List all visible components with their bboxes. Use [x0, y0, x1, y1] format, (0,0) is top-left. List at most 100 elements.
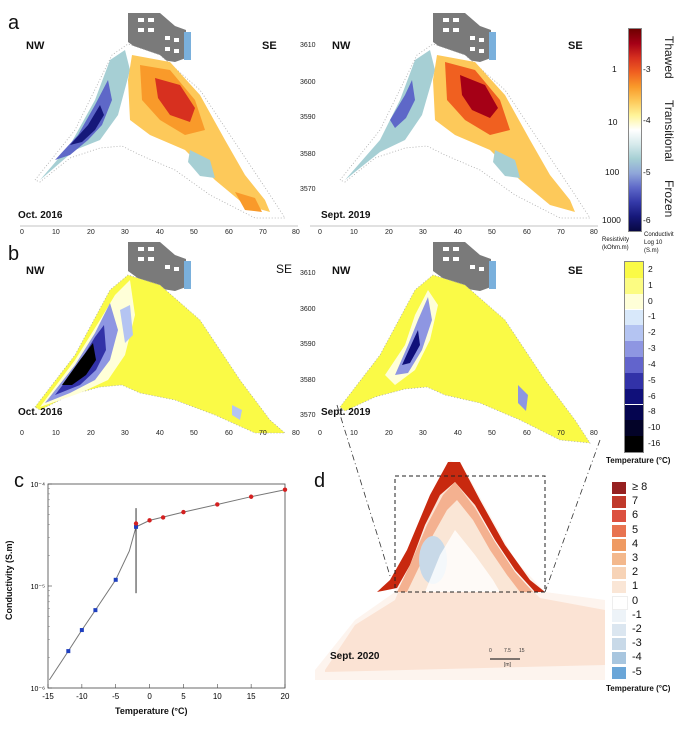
- x-tick-label: -15: [42, 692, 54, 701]
- legend-label: 0: [632, 594, 639, 607]
- cb-tick: -4: [643, 115, 651, 125]
- data-point-thawed: [248, 494, 254, 499]
- cb-tick: -3: [648, 343, 656, 354]
- y-tick: 3580: [300, 151, 316, 158]
- scale-unit: [m]: [504, 662, 511, 668]
- x-tick: 10: [350, 430, 358, 437]
- colorbar-resistivity: [628, 28, 642, 232]
- data-point-thawed: [282, 487, 288, 492]
- x-tick-label: 15: [247, 692, 256, 701]
- cb-tick: 1000: [602, 215, 621, 225]
- data-point-thawed: [133, 521, 139, 526]
- colorbar-b-step: [625, 277, 643, 294]
- y-tick: 3590: [300, 341, 316, 348]
- x-tick-label: 10: [213, 692, 222, 701]
- transitional-label: Transitional: [662, 100, 676, 162]
- colorbar-b-step: [625, 341, 643, 357]
- scale-tick-0: 0: [489, 648, 492, 654]
- chart-c-xlabel: Temperature (°C): [115, 706, 188, 716]
- legend-swatch: [612, 666, 626, 679]
- colorbar-b-step: [625, 404, 643, 421]
- y-tick: 3610: [300, 42, 316, 49]
- colorbar-b-step: [625, 388, 643, 405]
- legend-swatch: [612, 510, 626, 523]
- legend-swatch: [612, 609, 626, 622]
- y-tick-label: 10⁻⁶: [31, 686, 45, 693]
- colorbar-b-step: [625, 309, 643, 326]
- thawed-label: Thawed: [662, 36, 676, 79]
- temperature-section-2019: [339, 274, 591, 444]
- colorbar-temperature-b: [624, 261, 644, 453]
- conductivity-temperature-chart: -15 -10 -5 0 5 10 15 20 10⁻⁴ 10⁻⁵ 10⁻⁶: [31, 482, 290, 701]
- x-tick: 40: [156, 229, 164, 236]
- legend-swatch: [612, 538, 626, 551]
- x-tick-label: 5: [181, 692, 186, 701]
- x-tick: 70: [557, 430, 565, 437]
- x-tick: 0: [20, 229, 24, 236]
- data-point-thawed: [160, 515, 166, 520]
- legend-label: 1: [632, 580, 639, 593]
- legend-label: 7: [632, 495, 639, 508]
- x-tick: 70: [557, 229, 565, 236]
- building-icon: [128, 242, 191, 291]
- cb-tick: -5: [643, 167, 651, 177]
- connector-line-right: [544, 439, 601, 593]
- date-label: Sept. 2019: [321, 210, 371, 221]
- panel-c-letter: c: [14, 470, 24, 492]
- legend-label: 4: [632, 537, 639, 550]
- cb-tick: -6: [648, 390, 656, 401]
- x-tick: 0: [318, 229, 322, 236]
- cb-tick: -2: [648, 327, 656, 338]
- resistivity-label-line: Resistivity: [602, 237, 630, 243]
- y-tick: 3590: [300, 114, 316, 121]
- x-tick: 30: [419, 229, 427, 236]
- legend-swatch: [612, 595, 628, 610]
- x-tick-label: 0: [147, 692, 152, 701]
- cb-tick: -1: [648, 311, 656, 322]
- x-tick: 80: [292, 430, 300, 437]
- panel-d-thermal-model: [315, 404, 605, 680]
- x-tick: 0: [318, 430, 322, 437]
- data-point-frozen: [113, 577, 118, 582]
- x-tick: 20: [385, 229, 393, 236]
- panel-a-letter: a: [8, 12, 20, 34]
- legend-swatch: [612, 496, 626, 509]
- legend-swatch: [612, 524, 626, 537]
- x-tick: 40: [454, 229, 462, 236]
- legend-label: 6: [632, 509, 639, 522]
- legend-label: ≥ 8: [632, 481, 648, 493]
- chart-c-ylabel: Conductivity (S.m): [4, 540, 14, 620]
- nw-label: NW: [332, 40, 351, 52]
- legend-swatch: [612, 624, 626, 636]
- legend-label: -5: [632, 665, 642, 678]
- legend-label: 2: [632, 566, 639, 579]
- x-tick: 10: [52, 430, 60, 437]
- x-tick-label: 20: [281, 692, 290, 701]
- x-tick: 20: [87, 430, 95, 437]
- legend-swatch: [612, 638, 626, 651]
- legend-swatch: [612, 567, 626, 580]
- date-label: Oct. 2016: [18, 210, 63, 221]
- temperature-title-b: Temperature (°C): [606, 456, 671, 465]
- y-tick: 3570: [300, 412, 316, 419]
- data-point-thawed: [147, 518, 152, 523]
- x-tick: 70: [259, 229, 267, 236]
- x-tick: 70: [259, 430, 267, 437]
- y-tick: 3610: [300, 270, 316, 277]
- x-tick: 10: [52, 229, 60, 236]
- x-tick: 40: [156, 430, 164, 437]
- x-tick: 20: [87, 229, 95, 236]
- scale-tick-2: 15: [519, 648, 525, 654]
- se-label: SE: [262, 40, 277, 52]
- scale-tick-1: 7.5: [504, 648, 511, 654]
- x-tick: 50: [190, 229, 198, 236]
- panel-b-letter: b: [8, 243, 20, 265]
- x-tick: 80: [590, 430, 598, 437]
- date-label: Oct. 2016: [18, 407, 63, 418]
- colorbar-b-step: [625, 436, 643, 452]
- data-point-frozen: [93, 608, 98, 613]
- cb-tick: -4: [648, 358, 656, 369]
- legend-label: -2: [632, 623, 642, 635]
- x-tick: 60: [523, 229, 531, 236]
- x-tick-label: -10: [76, 692, 88, 701]
